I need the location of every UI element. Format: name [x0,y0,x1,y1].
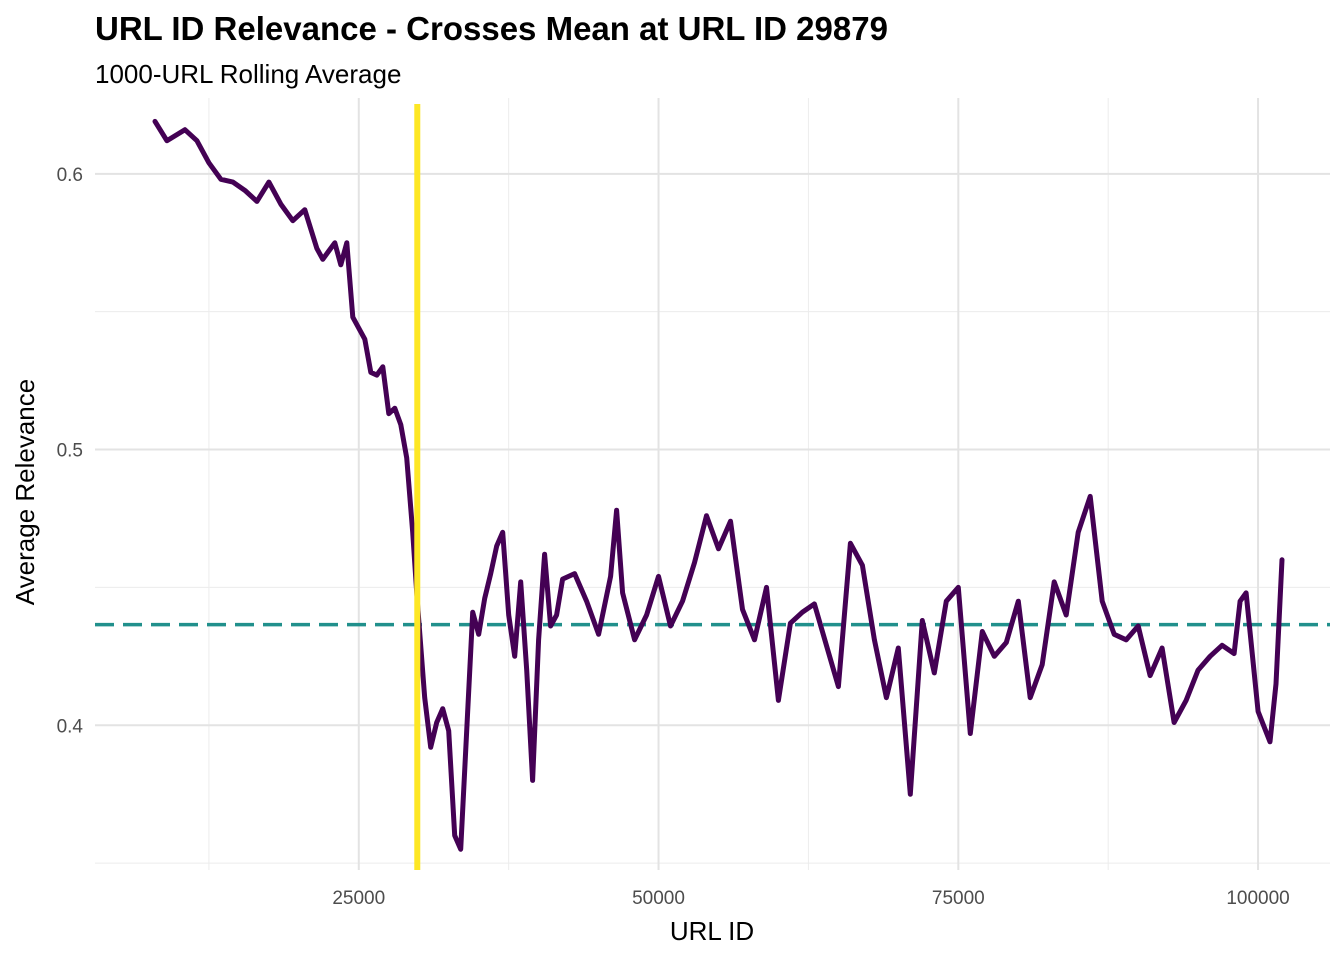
series-line-rolling_average [152,118,1285,852]
y-axis-title: Average Relevance [10,379,40,605]
x-tick-label: 75000 [932,888,985,909]
chart-subtitle: 1000-URL Rolling Average [95,59,402,89]
tick-labels: 25000 50000 75000 100000 0.4 0.5 0.6 [57,165,1290,909]
y-tick-label: 0.5 [57,441,83,462]
chart-title: URL ID Relevance - Crosses Mean at URL I… [95,10,888,47]
major-grid [95,98,1330,870]
minor-grid [95,98,1330,870]
x-tick-label: 25000 [332,888,385,909]
x-tick-label: 100000 [1226,888,1289,909]
y-tick-label: 0.4 [57,716,84,737]
series-layer [152,118,1285,852]
x-tick-label: 50000 [632,888,685,909]
x-axis-title: URL ID [670,916,754,946]
y-tick-label: 0.6 [57,165,83,186]
